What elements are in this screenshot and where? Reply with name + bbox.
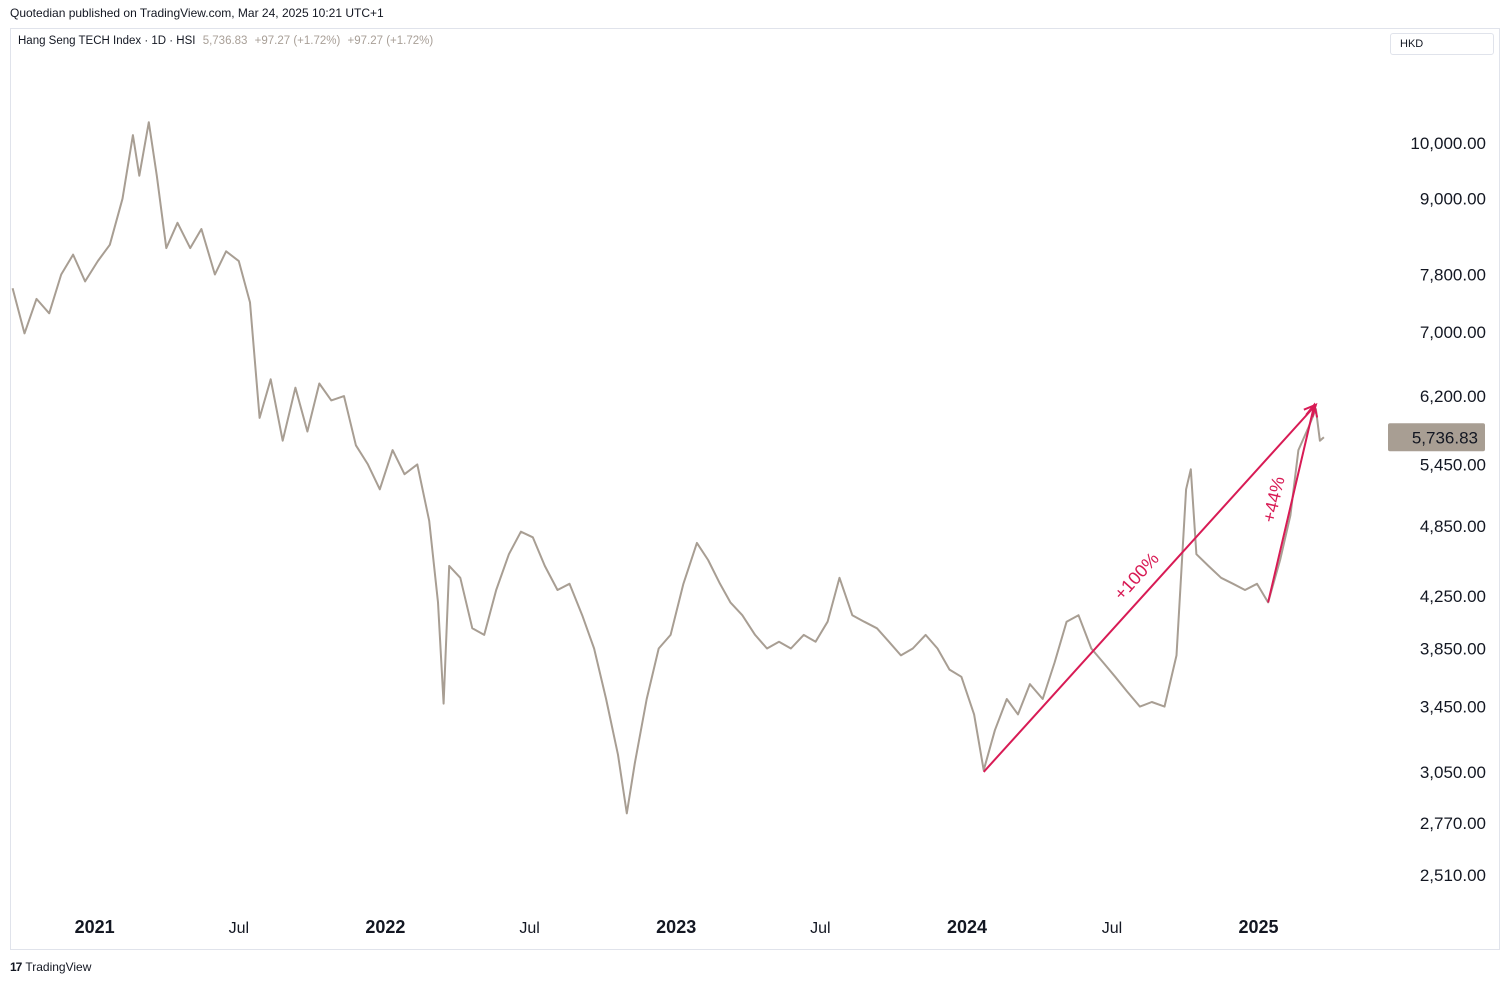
- tradingview-logo[interactable]: 17 TradingView: [10, 960, 91, 974]
- annotation-arrowhead: [1303, 403, 1318, 418]
- x-tick-label: 2021: [75, 917, 115, 937]
- y-tick-label: 5,450.00: [1420, 455, 1486, 474]
- x-axis: 2021 Jul 2022 Jul 2023 Jul 2024 Jul 2025: [75, 917, 1279, 937]
- x-tick-label: 2022: [365, 917, 405, 937]
- x-tick-label: 2023: [656, 917, 696, 937]
- annotation-layer: +100% +44%: [982, 402, 1319, 773]
- y-tick-label: 10,000.00: [1410, 134, 1486, 153]
- y-axis: 12,000.0010,000.009,000.007,800.007,000.…: [1410, 37, 1486, 885]
- symbol-legend: Hang Seng TECH Index · 1D · HSI 5,736.83…: [18, 35, 433, 47]
- last-price-label: 5,736.83: [1412, 428, 1478, 447]
- y-tick-label: 6,200.00: [1420, 387, 1486, 406]
- annotation-arrow-line: [982, 404, 1317, 773]
- y-tick-label: 7,800.00: [1420, 266, 1486, 285]
- chart-frame: [10, 28, 1500, 950]
- tradingview-logo-icon: 17: [10, 960, 22, 974]
- currency-button[interactable]: HKD: [1390, 33, 1494, 55]
- annotation-arrowhead: [1305, 402, 1319, 418]
- x-tick-label: 2025: [1239, 917, 1279, 937]
- legend-change-2: +97.27 (+1.72%): [347, 35, 434, 47]
- x-tick-label: Jul: [519, 920, 539, 937]
- series-layer: [11, 121, 1325, 815]
- legend-value: 5,736.83: [202, 35, 248, 47]
- published-note: Quotedian published on TradingView.com, …: [10, 6, 384, 20]
- last-price-layer: 5,736.83: [1388, 423, 1485, 452]
- y-tick-label: 3,850.00: [1420, 640, 1486, 659]
- x-tick-label: Jul: [229, 920, 249, 937]
- x-tick-label: Jul: [1102, 920, 1122, 937]
- x-tick-label: 2024: [947, 917, 987, 937]
- y-tick-label: 2,510.00: [1420, 866, 1486, 885]
- y-tick-label: 7,000.00: [1420, 323, 1486, 342]
- legend-change-1: +97.27 (+1.72%): [254, 35, 341, 47]
- price-series-line: [11, 121, 1325, 815]
- symbol-title: Hang Seng TECH Index · 1D · HSI: [18, 35, 196, 47]
- y-tick-label: 4,250.00: [1420, 587, 1486, 606]
- x-tick-label: Jul: [810, 920, 830, 937]
- tradingview-brand-label: TradingView: [25, 960, 92, 974]
- y-tick-label: 4,850.00: [1420, 517, 1486, 536]
- annotation-label: +44%: [1259, 475, 1289, 525]
- annotation-label: +100%: [1110, 549, 1163, 604]
- last-price-badge: [1388, 423, 1485, 452]
- y-tick-label: 3,450.00: [1420, 698, 1486, 717]
- y-tick-label: 2,770.00: [1420, 814, 1486, 833]
- y-tick-label: 9,000.00: [1420, 190, 1486, 209]
- y-tick-label: 3,050.00: [1420, 763, 1486, 782]
- annotation-arrow-line: [1267, 404, 1316, 603]
